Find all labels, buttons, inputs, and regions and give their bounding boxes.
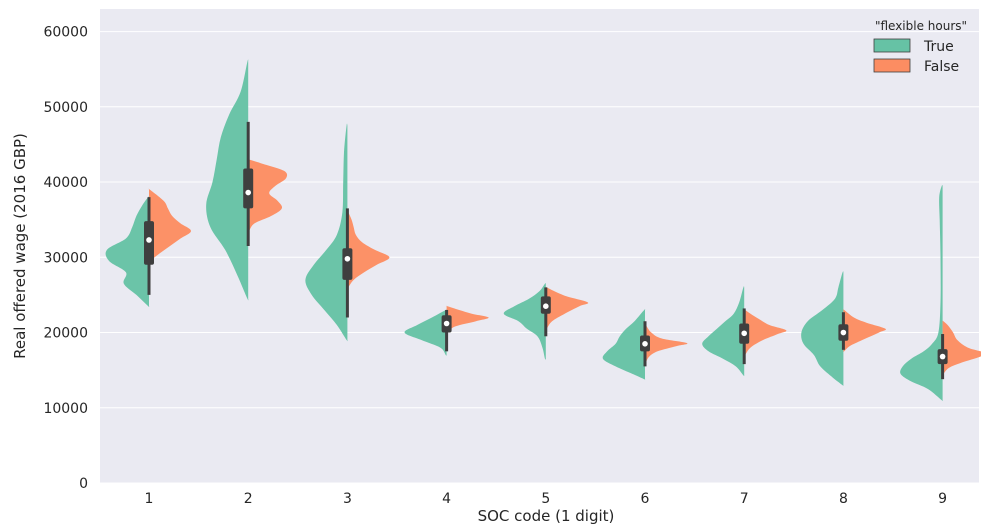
box-median [642, 341, 648, 347]
box-median [939, 353, 946, 360]
box-median [146, 237, 152, 243]
y-tick-label: 20000 [43, 326, 88, 342]
legend: "flexible hours" True False [873, 19, 967, 75]
y-tick-label: 60000 [43, 25, 88, 41]
x-tick-label: 8 [839, 491, 848, 507]
violin-true-3 [305, 123, 348, 342]
y-tick-label: 50000 [43, 100, 88, 116]
violin-false-7 [744, 309, 787, 356]
violin-false-5 [545, 287, 589, 330]
violin-true-2 [206, 59, 249, 301]
x-tick-label: 2 [244, 491, 253, 507]
violin-true-9 [900, 184, 944, 402]
violin-true-8 [801, 271, 844, 386]
violin-true-4 [404, 309, 448, 356]
violin-false-3 [347, 211, 390, 288]
violin-false-1 [148, 188, 191, 262]
violin-false-9 [942, 320, 981, 375]
violin-true-6 [602, 309, 646, 380]
x-tick-label: 9 [938, 491, 947, 507]
violin-true-1 [105, 196, 150, 308]
violins [105, 59, 981, 402]
box-median [543, 303, 549, 309]
x-tick-label: 3 [343, 491, 352, 507]
violin-false-6 [645, 324, 688, 364]
y-tick-label: 0 [79, 476, 88, 492]
y-axis-label: Real offered wage (2016 GBP) [11, 133, 29, 359]
x-tick-labels: 1 2 3 4 5 6 7 8 9 [145, 491, 948, 507]
x-axis-label: SOC code (1 digit) [478, 507, 615, 525]
violin-false-4 [446, 305, 489, 333]
box-median [741, 330, 747, 337]
box-median [840, 329, 847, 336]
legend-swatch-false [873, 58, 911, 73]
box-median [245, 189, 251, 196]
x-tick-label: 7 [740, 491, 749, 507]
legend-label-false: False [924, 59, 959, 75]
box-iqr [243, 168, 254, 209]
boxplots [144, 121, 948, 380]
y-tick-labels: 0 10000 20000 30000 40000 50000 60000 [43, 25, 88, 492]
legend-swatch-true [873, 38, 911, 53]
violin-true-5 [503, 283, 546, 360]
box-median [344, 255, 351, 262]
y-tick-label: 40000 [43, 175, 88, 191]
box-median [443, 320, 450, 327]
box-iqr [342, 248, 353, 280]
x-tick-label: 1 [145, 491, 154, 507]
box-iqr [144, 221, 154, 265]
legend-title: "flexible hours" [875, 19, 967, 33]
x-tick-label: 6 [641, 491, 650, 507]
x-tick-label: 4 [442, 491, 451, 507]
violin-false-8 [843, 309, 886, 352]
violin-false-2 [247, 159, 288, 232]
y-tick-label: 30000 [43, 250, 88, 266]
x-tick-label: 5 [541, 491, 550, 507]
y-tick-label: 10000 [43, 401, 88, 417]
legend-label-true: True [923, 39, 954, 55]
violin-true-7 [702, 286, 745, 377]
